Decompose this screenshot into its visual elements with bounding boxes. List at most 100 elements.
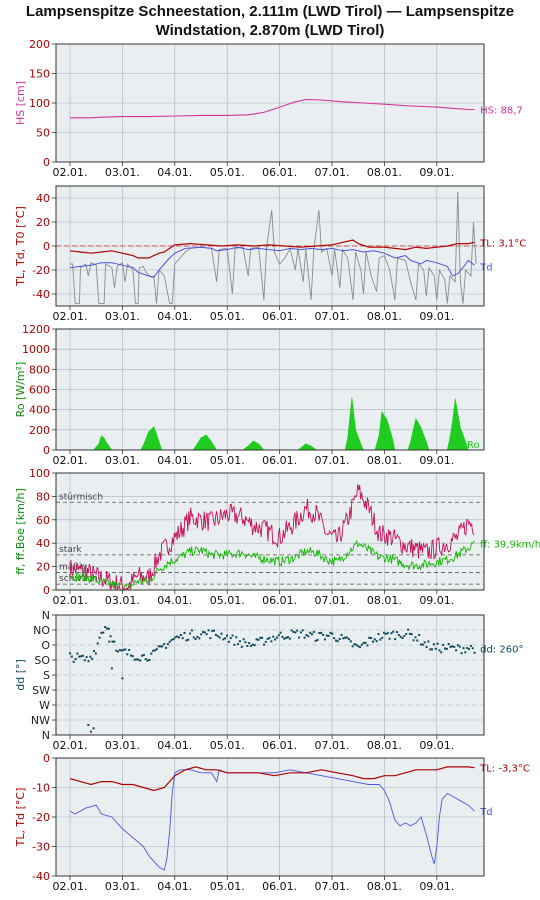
dd-point (165, 646, 168, 649)
hs-x-tick-label: 05.01. (210, 166, 245, 179)
hs-y-tick-label: 200 (29, 38, 50, 51)
dd-point (292, 630, 295, 633)
temp-series-t0 (70, 191, 477, 305)
temp2-series-tl2 (69, 766, 475, 792)
dd-point (222, 638, 225, 641)
dd-point (259, 636, 262, 639)
dd-point (388, 637, 391, 640)
temp-y-tick-label: -20 (32, 264, 50, 277)
dd-point (432, 643, 435, 646)
dd-y-tick-label: S (43, 669, 50, 682)
dd-point (108, 640, 111, 643)
wind-y-tick-label: 60 (36, 514, 50, 527)
dd-point (177, 636, 180, 639)
dd-point (375, 640, 378, 643)
dd-point (458, 645, 461, 648)
chart-title: Lampsenspitze Schneestation, 2.111m (LWD… (25, 3, 515, 39)
temp-series-label: TL: 3,1°C (479, 238, 526, 249)
dd-point (242, 638, 245, 641)
hs-y-tick-label: 50 (36, 127, 50, 140)
temp2-x-tick-label: 09.01. (419, 880, 454, 893)
dd-point (447, 643, 450, 646)
dd-y-tick-label: N (42, 609, 50, 622)
dd-point (403, 635, 406, 638)
dd-point (250, 644, 253, 647)
dd-point (94, 652, 97, 655)
dd-point (117, 650, 120, 653)
dd-point (113, 640, 116, 643)
temp-x-tick-label: 08.01. (367, 310, 402, 323)
dd-point (92, 727, 95, 730)
temp2-x-tick-label: 07.01. (315, 880, 350, 893)
dd-point (386, 632, 389, 635)
ro-frame (55, 328, 485, 451)
wind-y-tick-label: 20 (36, 561, 50, 574)
dd-point (360, 643, 363, 646)
dd-point (381, 636, 384, 639)
dd-point (69, 652, 71, 655)
dd-point (344, 636, 347, 639)
temp-x-tick-label: 06.01. (262, 310, 297, 323)
dd-point (74, 658, 77, 661)
dd-point (460, 652, 463, 655)
dd-point (301, 629, 304, 632)
dd-y-axis-title: dd [°] (14, 659, 27, 691)
dd-point (150, 652, 153, 655)
hs-frame (55, 43, 485, 163)
dd-point (146, 659, 149, 662)
wind-y-axis-title: ff, ff.Boe [km/h] (14, 488, 27, 575)
dd-point (333, 637, 336, 640)
dd-y-tick-label: SW (32, 684, 50, 697)
dd-point (87, 660, 90, 663)
dd-point (436, 642, 439, 645)
dd-point (371, 640, 374, 643)
dd-point (412, 639, 415, 642)
temp2-y-tick-label: -20 (32, 811, 50, 824)
ro-y-tick-label: 200 (29, 424, 50, 437)
dd-point (152, 649, 155, 652)
dd-point (163, 642, 166, 645)
temp-x-tick-label: 09.01. (419, 310, 454, 323)
dd-point (189, 632, 192, 635)
temp2-y-tick-label: -40 (32, 870, 50, 883)
dd-point (133, 658, 136, 661)
ro-x-tick-label: 07.01. (315, 454, 350, 467)
wind-series-ff (69, 539, 475, 591)
dd-point (277, 634, 280, 637)
dd-point (335, 639, 338, 642)
dd-point (229, 637, 232, 640)
dd-point (266, 637, 269, 640)
dd-point (270, 640, 273, 643)
dd-point (190, 629, 193, 632)
dd-point (238, 640, 241, 643)
dd-point (397, 633, 400, 636)
dd-point (383, 631, 386, 634)
dd-frame (55, 614, 485, 736)
dd-point (401, 637, 404, 640)
ro-x-tick-label: 03.01. (105, 454, 140, 467)
dd-point (111, 640, 114, 643)
dd-point (122, 648, 125, 651)
dd-point (107, 627, 110, 630)
dd-point (148, 658, 151, 661)
dd-point (126, 653, 129, 656)
dd-point (181, 637, 184, 640)
dd-point (464, 651, 467, 654)
dd-point (179, 633, 182, 636)
dd-point (85, 656, 88, 659)
temp2-frame (55, 757, 485, 877)
wind-x-tick-label: 02.01. (53, 594, 88, 607)
dd-point (314, 639, 317, 642)
dd-point (202, 631, 205, 634)
dd-point (272, 635, 275, 638)
dd-point (137, 658, 140, 661)
wind-x-tick-label: 05.01. (210, 594, 245, 607)
temp2-x-tick-label: 06.01. (262, 880, 297, 893)
temp-x-tick-label: 02.01. (53, 310, 88, 323)
ro-x-tick-label: 02.01. (53, 454, 88, 467)
wind-y-tick-label: 40 (36, 537, 50, 550)
dd-point (91, 657, 94, 660)
wind-x-tick-label: 06.01. (262, 594, 297, 607)
dd-point (421, 643, 424, 646)
